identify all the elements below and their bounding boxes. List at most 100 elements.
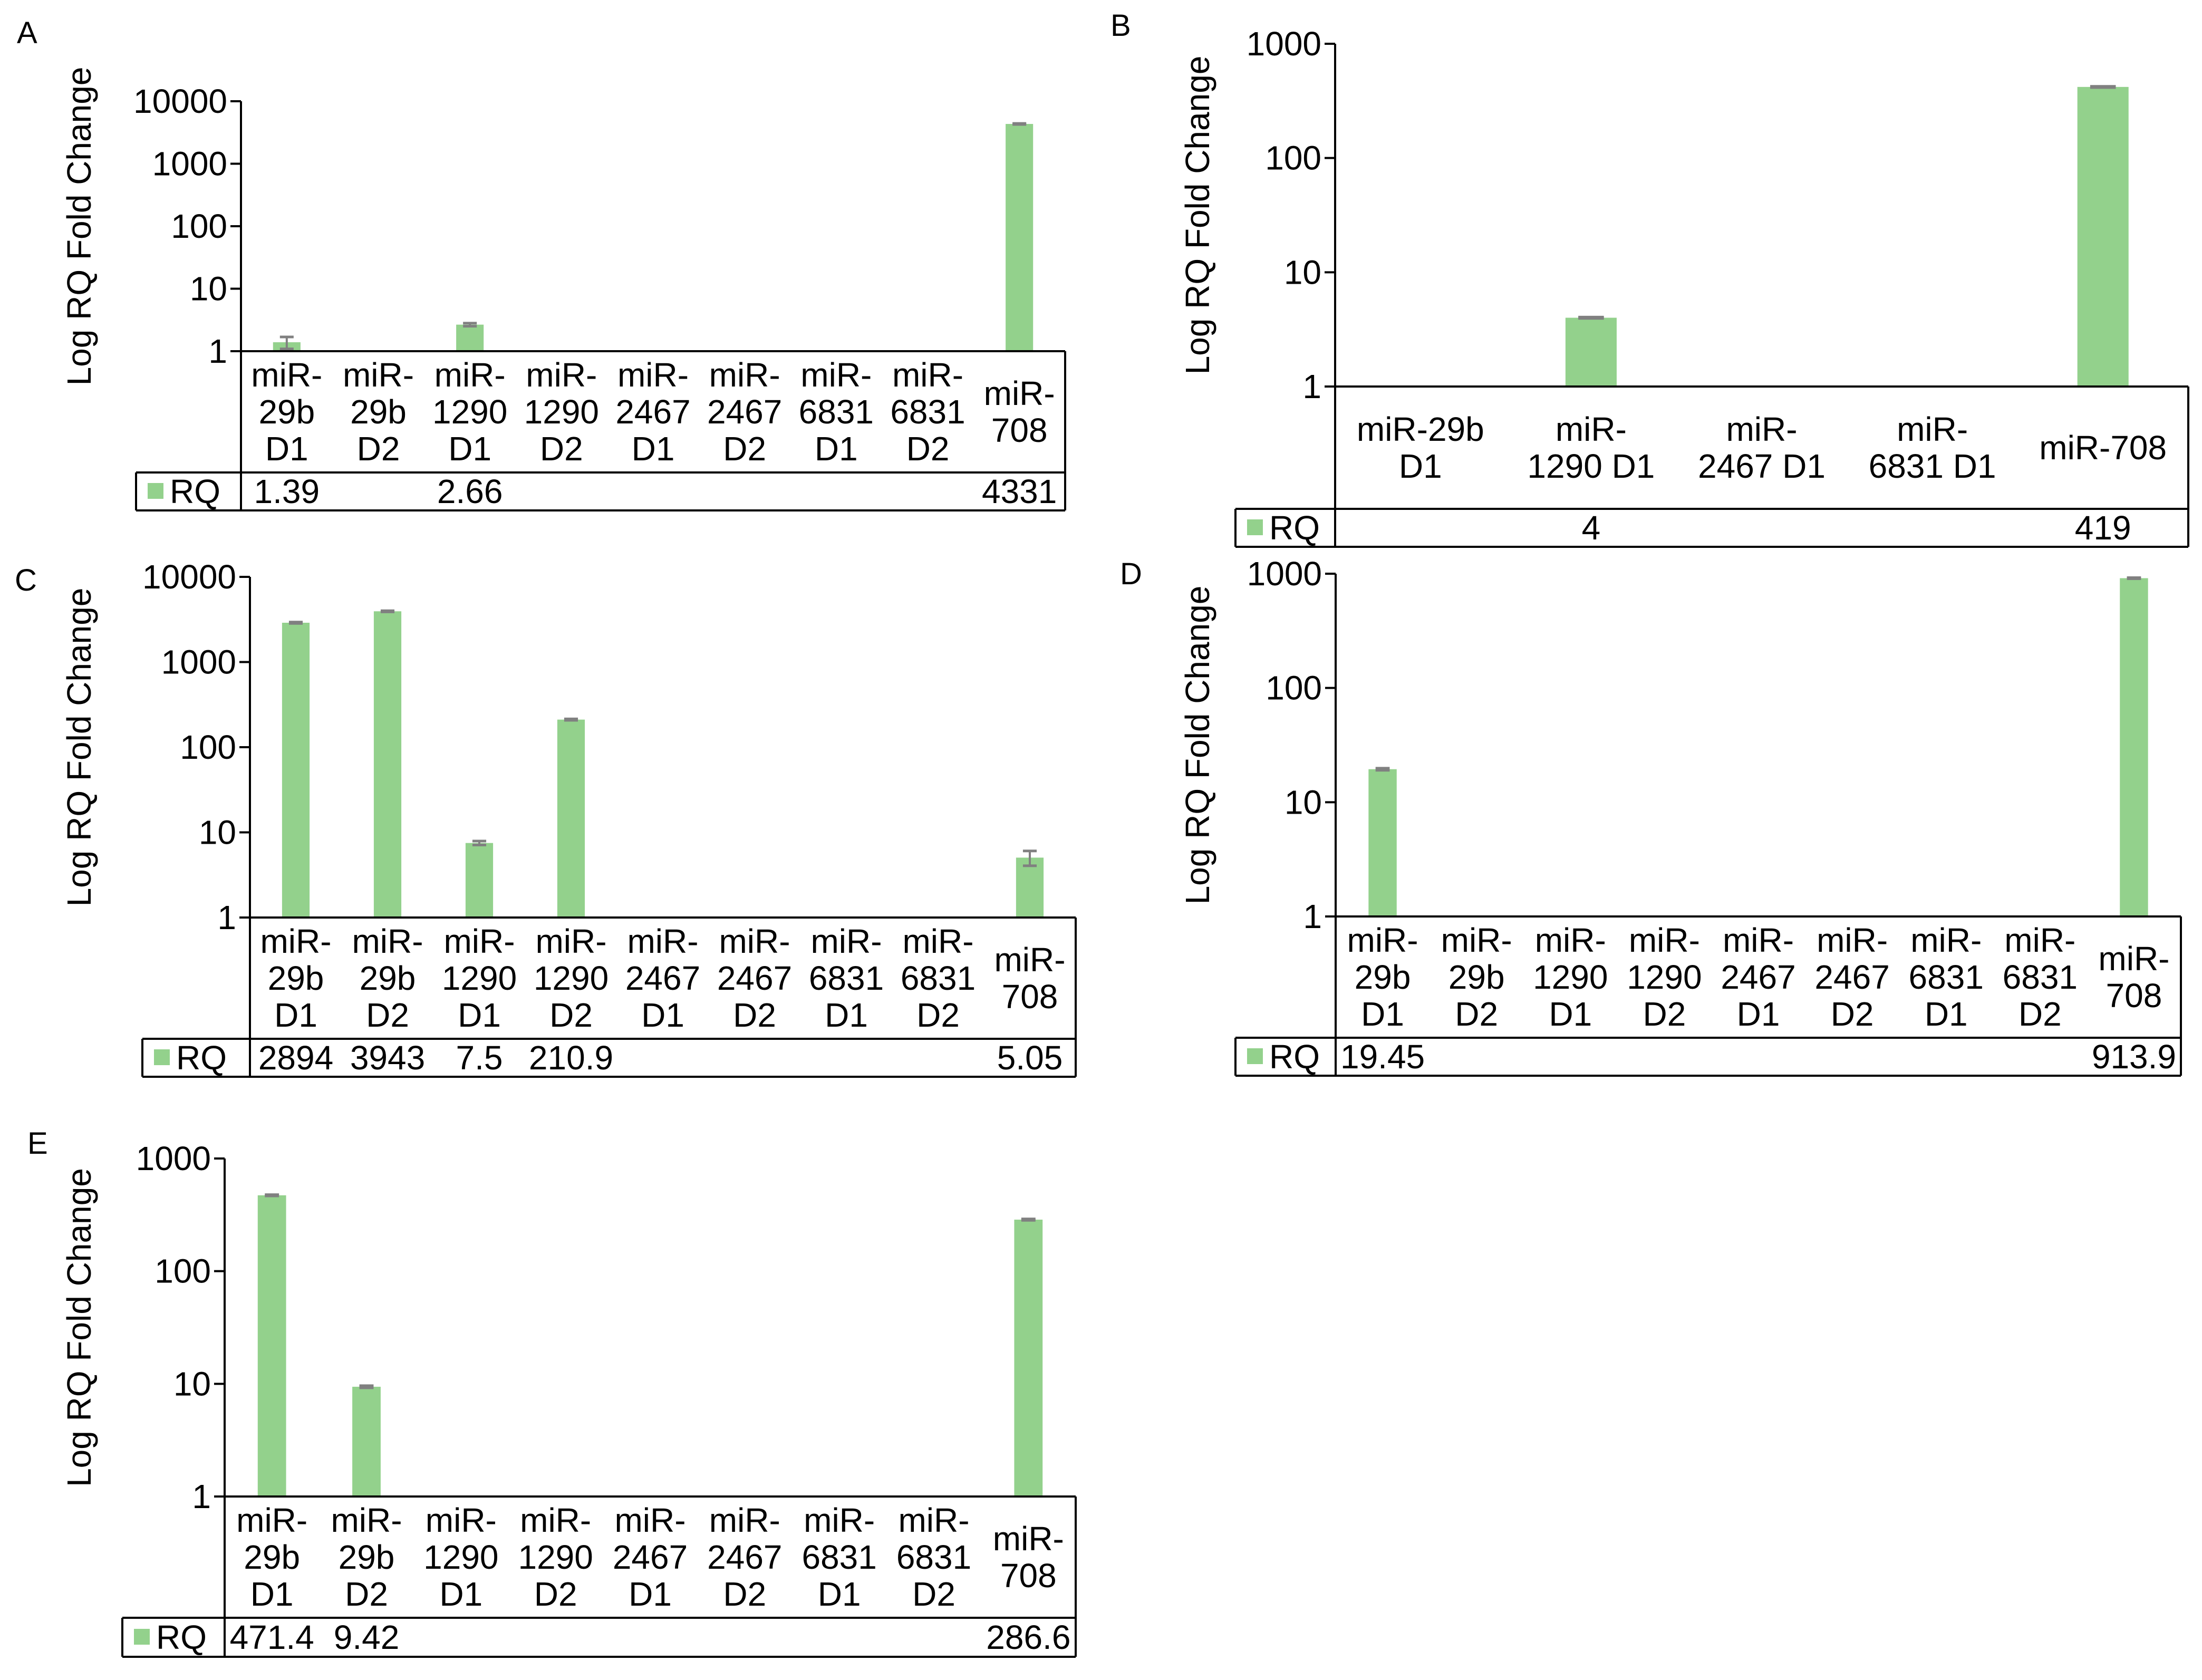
x-category-label: 2467 [615,393,690,431]
bar [2077,86,2129,387]
x-category-label: D2 [916,996,960,1034]
x-category-label: 6831 [901,959,976,997]
x-category-label: 29b [1448,958,1505,996]
x-category-label: D2 [366,996,409,1034]
data-value-label: 4331 [982,472,1057,510]
data-value-label: 286.6 [986,1618,1070,1656]
data-value-label: 3943 [350,1039,425,1077]
x-category-label: miR- [443,922,515,960]
x-category-label: 6831 [2003,958,2078,996]
legend-swatch [1247,519,1263,535]
x-category-label: miR- [984,374,1055,412]
x-category-label: 1290 [518,1538,593,1576]
x-category-label: miR- [1897,410,1968,448]
x-category-label: miR-29b [1357,410,1484,448]
legend-swatch [148,483,163,499]
y-tick-label: 10 [1284,253,1321,291]
x-category-label: 2467 [707,1538,782,1576]
x-category-label: D2 [540,430,583,468]
data-value-label: 210.9 [529,1039,613,1077]
y-axis-title: Log RQ Fold Change [60,67,98,386]
y-tick-label: 1 [1302,368,1321,405]
x-category-label: miR- [2098,940,2169,978]
x-category-label: D1 [818,1575,861,1613]
x-category-label: 2467 [707,393,782,431]
x-category-label: 6831 [799,393,874,431]
x-category-label: 2467 [717,959,792,997]
x-category-label: D2 [723,430,766,468]
x-category-label: 29b [360,959,416,997]
x-category-label: miR- [1629,921,1700,959]
legend-label: RQ [170,472,220,510]
y-tick-label: 10 [173,1365,211,1403]
x-category-label: D1 [1549,995,1592,1033]
bar [456,324,484,351]
x-category-label: miR- [251,356,322,394]
data-value-label: 471.4 [230,1618,314,1656]
x-category-label: D1 [825,996,868,1034]
x-category-label: 29b [350,393,407,431]
x-category-label: 6831 D1 [1869,447,1996,485]
x-category-label: miR- [520,1501,591,1539]
y-axis-title: Log RQ Fold Change [60,588,98,907]
x-category-label: 29b [1355,958,1411,996]
x-category-label: D1 [274,996,317,1034]
data-value-label: 7.5 [456,1039,503,1077]
x-category-label: miR- [902,922,973,960]
x-category-label: D2 [549,996,593,1034]
bar [257,1195,286,1496]
y-axis-title: Log RQ Fold Change [1179,56,1216,375]
x-category-label: miR- [993,1520,1064,1558]
y-axis-title: Log RQ Fold Change [1179,586,1216,905]
x-category-label: miR- [709,1501,780,1539]
x-category-label: miR- [614,1501,685,1539]
x-category-label: D2 [1831,995,1874,1033]
legend-swatch [134,1629,150,1645]
x-category-label: 1290 [442,959,517,997]
x-category-label: miR- [2004,921,2075,959]
y-tick-label: 1 [208,332,227,370]
x-category-label: D2 [357,430,400,468]
x-category-label: miR- [1910,921,1982,959]
x-category-label: 708 [2106,977,2162,1015]
bar [373,611,402,918]
x-category-label: 2467 [625,959,700,997]
x-category-label: 29b [244,1538,300,1576]
x-category-label: D2 [2018,995,2062,1033]
x-category-label: miR- [892,356,963,394]
data-value-label: 2894 [258,1039,333,1077]
x-category-label: D2 [912,1575,955,1613]
y-tick-label: 10 [1284,783,1322,821]
x-category-label: 1290 [1533,958,1608,996]
legend-swatch [154,1049,170,1065]
x-category-label: D1 [629,1575,672,1613]
y-tick-label: 1000 [161,643,236,681]
x-category-label: D1 [265,430,308,468]
x-category-label: D1 [458,996,501,1034]
x-category-label: D2 [1643,995,1686,1033]
x-category-label: 6831 [1909,958,1984,996]
x-category-label: miR- [804,1501,875,1539]
x-category-label: miR- [1726,410,1797,448]
panel-letter: B [1110,8,1131,43]
data-value-label: 913.9 [2092,1038,2176,1076]
bar [1014,1219,1043,1496]
x-category-label: D2 [906,430,950,468]
x-category-label: miR- [719,922,790,960]
x-category-label: miR- [1347,921,1418,959]
x-category-label: D2 [1455,995,1498,1033]
x-category-label: 29b [258,393,315,431]
y-tick-label: 1000 [1247,555,1322,593]
data-value-label: 2.66 [437,472,503,510]
x-category-label: miR- [535,922,606,960]
x-category-label: D1 [250,1575,294,1613]
x-category-label: 2467 [1814,958,1889,996]
x-category-label: 1290 [423,1538,498,1576]
x-category-label: miR- [627,922,698,960]
x-category-label: miR- [898,1501,969,1539]
legend-label: RQ [1269,1038,1320,1076]
x-category-label: 6831 [809,959,884,997]
